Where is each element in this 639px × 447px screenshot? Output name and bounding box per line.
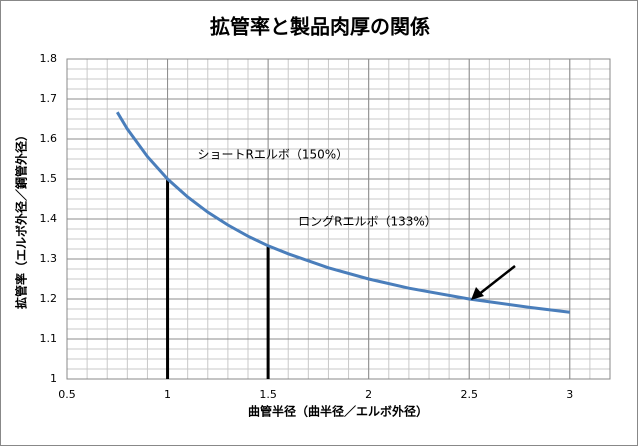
x-tick-label: 1: [164, 388, 171, 401]
x-tick-label: 2.5: [460, 388, 478, 401]
x-tick-label: 3: [566, 388, 573, 401]
y-tick-label: 1: [50, 372, 57, 385]
plot-border: [66, 58, 611, 380]
arrow: [471, 265, 516, 300]
chart-title: 拡管率と製品肉厚の関係: [210, 15, 430, 39]
x-axis-label: 曲管半径（曲半径／エルボ外径）: [248, 404, 428, 419]
y-tick-label: 1.7: [40, 92, 58, 105]
line: [115, 111, 570, 314]
y-tick-label: 1.4: [40, 212, 58, 225]
y-tick-label: 1.2: [40, 292, 58, 305]
x-tick-label: 1.5: [259, 388, 277, 401]
y-tick-label: 1.1: [40, 332, 58, 345]
x-tick-label: 0.5: [58, 388, 76, 401]
y-tick-label: 1.5: [40, 172, 58, 185]
y-tick-label: 1.6: [40, 132, 58, 145]
y-axis-label: 拡管率（エルボ外径／鋼管外径）: [14, 129, 29, 309]
plot-area: 11.11.21.31.41.51.61.71.80.5 1 1.5 2 2.5 3ショー…: [40, 52, 611, 401]
annotation-label: ショートRエルボ（150%）: [198, 148, 349, 162]
y-tick-label: 1.3: [40, 252, 58, 265]
x-tick-label: 2: [365, 388, 372, 401]
y-tick-label: 1.8: [40, 52, 58, 65]
annotation-label: ロングRエルボ（133%）: [298, 214, 437, 228]
